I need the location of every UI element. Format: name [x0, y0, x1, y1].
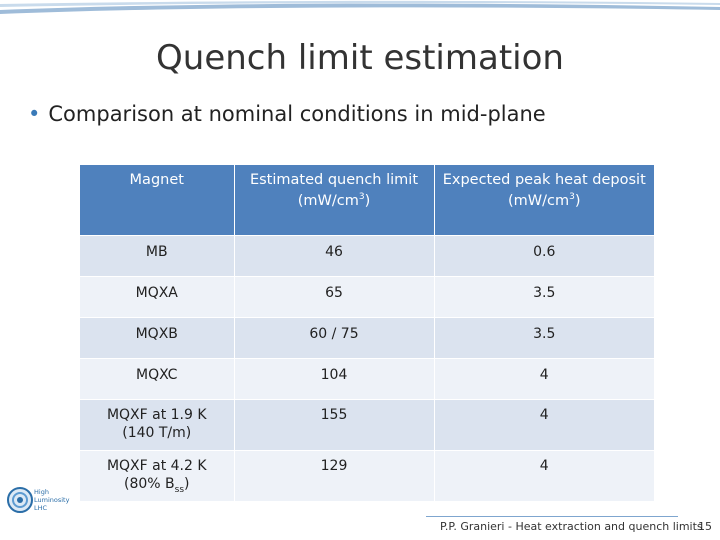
- slide-title: Quench limit estimation: [156, 38, 564, 78]
- table-row: MQXF at 4.2 K (80% Bss) 129 4: [80, 450, 654, 502]
- hl-lhc-logo-icon: [7, 487, 33, 513]
- header-magnet: Magnet: [80, 165, 235, 236]
- cell-estimated: 104: [234, 358, 435, 400]
- page-number: 15: [698, 520, 712, 533]
- cell-expected: 4: [434, 450, 654, 502]
- cell-estimated: 46: [234, 235, 435, 277]
- cell-expected: 3.5: [434, 317, 654, 359]
- cell-expected: 4: [434, 399, 654, 451]
- cell-magnet: MQXA: [80, 276, 235, 318]
- cell-magnet: MQXC: [80, 358, 235, 400]
- cell-expected: 3.5: [434, 276, 654, 318]
- table-header-row: Magnet Estimated quench limit (mW/cm3) E…: [80, 165, 654, 236]
- bullet-text: Comparison at nominal conditions in mid-…: [48, 102, 546, 126]
- footer-text: P.P. Granieri - Heat extraction and quen…: [440, 520, 703, 533]
- cell-estimated: 129: [234, 450, 435, 502]
- cell-magnet: MB: [80, 235, 235, 277]
- cell-magnet: MQXB: [80, 317, 235, 359]
- table-row: MQXF at 1.9 K (140 T/m) 155 4: [80, 399, 654, 451]
- bullet-dot-icon: •: [28, 102, 41, 126]
- top-decorative-swoosh: [0, 0, 720, 14]
- bullet-point: • Comparison at nominal conditions in mid…: [28, 102, 546, 126]
- quench-comparison-table: Magnet Estimated quench limit (mW/cm3) E…: [80, 165, 654, 502]
- cell-expected: 4: [434, 358, 654, 400]
- cell-expected: 0.6: [434, 235, 654, 277]
- cell-magnet: MQXF at 4.2 K (80% Bss): [80, 450, 235, 502]
- table-row: MQXA 65 3.5: [80, 276, 654, 318]
- cell-estimated: 155: [234, 399, 435, 451]
- logo-text: High Luminosity LHC: [34, 488, 70, 512]
- cell-magnet: MQXF at 1.9 K (140 T/m): [80, 399, 235, 451]
- cell-estimated: 65: [234, 276, 435, 318]
- table-row: MQXC 104 4: [80, 358, 654, 400]
- footer-divider: [426, 516, 678, 517]
- table-row: MQXB 60 / 75 3.5: [80, 317, 654, 359]
- cell-estimated: 60 / 75: [234, 317, 435, 359]
- header-expected-peak-heat-deposit: Expected peak heat deposit (mW/cm3): [434, 165, 654, 236]
- table-row: MB 46 0.6: [80, 235, 654, 277]
- header-estimated-quench-limit: Estimated quench limit (mW/cm3): [234, 165, 435, 236]
